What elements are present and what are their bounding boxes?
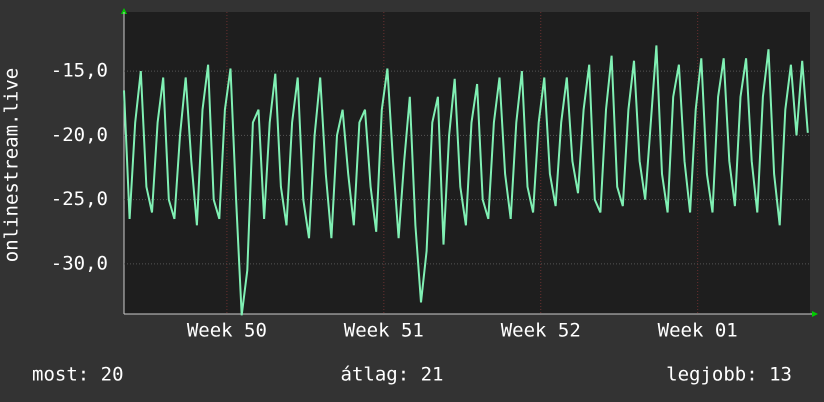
footer-best: legjobb: 13 xyxy=(666,364,792,386)
data-line xyxy=(123,45,809,316)
x-tick-label: Week 01 xyxy=(658,320,738,342)
x-tick-label: Week 50 xyxy=(187,320,267,342)
x-tick-label: Week 51 xyxy=(344,320,424,342)
axis-arrow xyxy=(121,8,127,14)
footer-average: átlag: 21 xyxy=(341,364,444,386)
x-tick-label: Week 52 xyxy=(501,320,581,342)
y-tick-label: -20,0 xyxy=(51,124,108,146)
y-tick-label: -25,0 xyxy=(51,188,108,210)
axis-arrow xyxy=(812,311,818,317)
footer-current: most: 20 xyxy=(32,364,124,386)
y-tick-label: -30,0 xyxy=(51,252,108,274)
y-axis-label: onlinestream.live xyxy=(1,68,23,262)
y-tick-label: -15,0 xyxy=(51,60,108,82)
